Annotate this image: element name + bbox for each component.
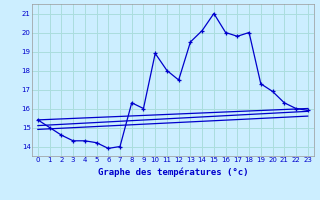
X-axis label: Graphe des températures (°c): Graphe des températures (°c): [98, 168, 248, 177]
